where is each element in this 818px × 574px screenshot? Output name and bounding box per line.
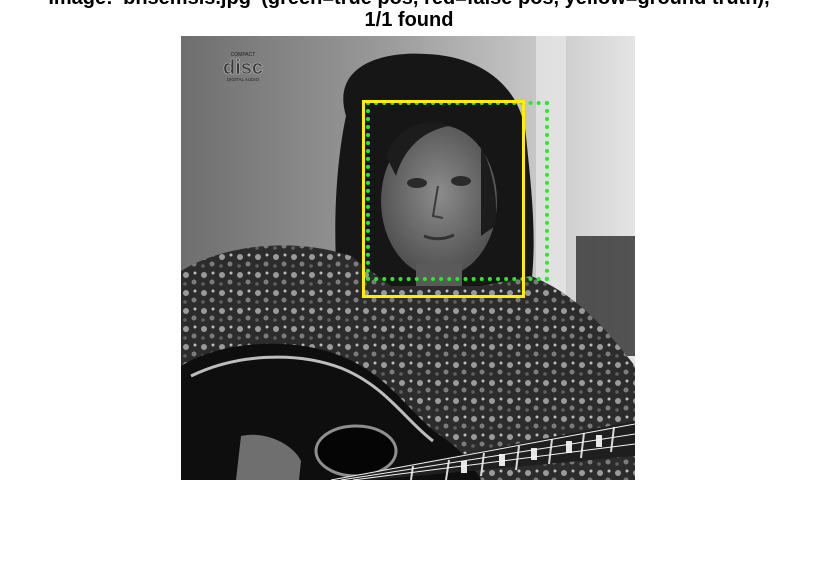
photo-illustration — [181, 36, 635, 480]
figure-title-line-1: Image: 'bhsemsis.jpg' (green=true pos, r… — [0, 0, 818, 9]
figure-title-line-2: 1/1 found — [364, 9, 454, 31]
ground-truth-box — [362, 100, 525, 298]
logo-main-text: disc — [223, 57, 263, 79]
compact-disc-logo: COMPACT disc DIGITAL AUDIO — [217, 50, 269, 84]
logo-small-bottom: DIGITAL AUDIO — [227, 77, 260, 82]
logo-small-top: COMPACT — [231, 52, 256, 58]
detection-box-true-positive — [366, 101, 549, 281]
face-photo: COMPACT disc DIGITAL AUDIO — [181, 36, 635, 480]
